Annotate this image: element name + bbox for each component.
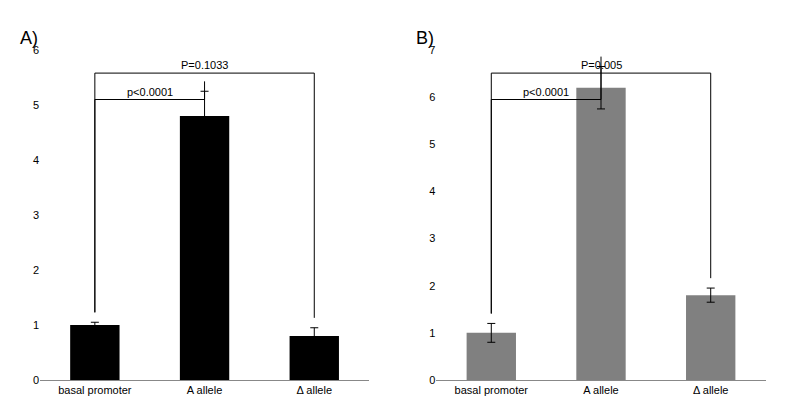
svg-text:4: 4 bbox=[429, 185, 435, 197]
svg-text:P=0.005: P=0.005 bbox=[581, 59, 622, 71]
svg-text:Δ allele: Δ allele bbox=[693, 384, 728, 396]
svg-text:1: 1 bbox=[33, 319, 39, 331]
svg-text:A allele: A allele bbox=[583, 384, 618, 396]
svg-text:0: 0 bbox=[33, 374, 39, 386]
svg-text:5: 5 bbox=[429, 138, 435, 150]
svg-text:P=0.1033: P=0.1033 bbox=[181, 59, 228, 71]
svg-text:basal promoter: basal promoter bbox=[58, 384, 132, 396]
svg-text:3: 3 bbox=[429, 232, 435, 244]
svg-text:2: 2 bbox=[33, 264, 39, 276]
svg-text:basal promoter: basal promoter bbox=[455, 384, 529, 396]
svg-text:7: 7 bbox=[429, 44, 435, 56]
svg-text:Δ allele: Δ allele bbox=[297, 384, 332, 396]
svg-text:p<0.0001: p<0.0001 bbox=[127, 86, 173, 98]
svg-text:6: 6 bbox=[429, 91, 435, 103]
svg-text:3: 3 bbox=[33, 209, 39, 221]
svg-text:6: 6 bbox=[33, 44, 39, 56]
svg-text:A allele: A allele bbox=[187, 384, 222, 396]
svg-text:B): B) bbox=[416, 28, 434, 48]
svg-text:A): A) bbox=[20, 28, 38, 48]
svg-text:1: 1 bbox=[429, 327, 435, 339]
svg-text:2: 2 bbox=[429, 280, 435, 292]
svg-text:p<0.0001: p<0.0001 bbox=[523, 86, 569, 98]
svg-text:0: 0 bbox=[429, 374, 435, 386]
svg-text:5: 5 bbox=[33, 99, 39, 111]
svg-text:4: 4 bbox=[33, 154, 39, 166]
